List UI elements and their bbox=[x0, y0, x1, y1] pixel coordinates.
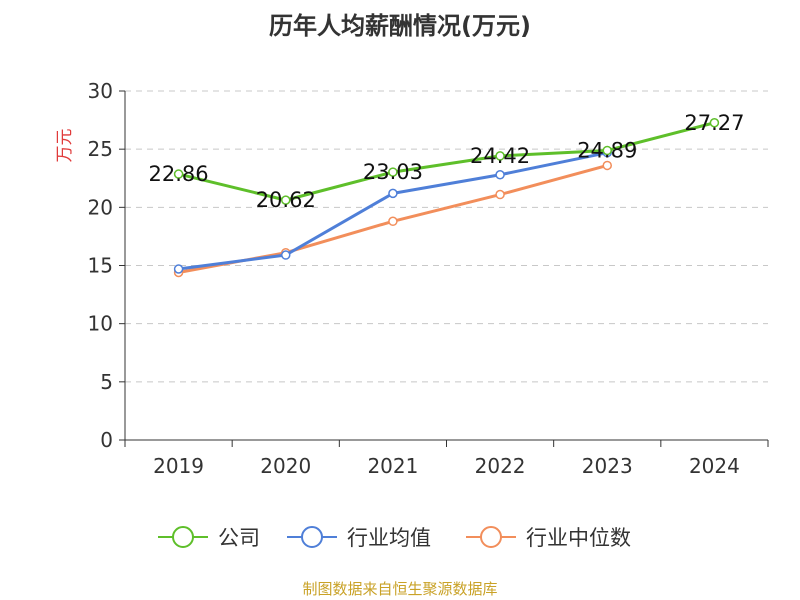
series bbox=[173, 118, 720, 278]
data-label: 24.89 bbox=[577, 138, 637, 162]
data-point bbox=[495, 151, 505, 161]
x-tick-label: 2023 bbox=[582, 454, 633, 478]
x-tick-label: 2022 bbox=[475, 454, 526, 478]
legend: 公司 行业均值 行业中位数 bbox=[158, 526, 631, 550]
data-point bbox=[173, 264, 184, 274]
data-point bbox=[388, 167, 398, 177]
data-label: 27.27 bbox=[684, 111, 744, 135]
x-tick-label: 2024 bbox=[689, 454, 740, 478]
legend-marker-2 bbox=[480, 526, 502, 548]
legend-label-2: 行业中位数 bbox=[526, 526, 631, 550]
x-tick-label: 2019 bbox=[153, 454, 204, 478]
axes: 0 5 10 15 20 25 30 万元 2019 2020 2021 2022 2023 2024 bbox=[55, 79, 769, 478]
legend-label-0: 公司 bbox=[218, 526, 260, 550]
data-point bbox=[388, 216, 398, 227]
y-tick-label: 5 bbox=[100, 370, 113, 394]
series-line-0 bbox=[178, 121, 715, 202]
data-point bbox=[495, 189, 505, 200]
data-label: 23.03 bbox=[363, 160, 423, 184]
y-tick-label: 25 bbox=[88, 137, 113, 161]
y-tick-label: 10 bbox=[88, 312, 113, 336]
data-point bbox=[281, 250, 291, 260]
data-point bbox=[602, 160, 612, 171]
legend-label-1: 行业均值 bbox=[347, 526, 431, 550]
y-tick-label: 15 bbox=[88, 254, 113, 278]
data-point bbox=[602, 145, 612, 156]
data-labels: 22.86 20.62 23.03 24.42 24.89 27.27 bbox=[149, 111, 745, 212]
data-label: 24.42 bbox=[470, 144, 530, 168]
data-point bbox=[388, 188, 398, 199]
x-tick-label: 2020 bbox=[260, 454, 311, 478]
y-tick-label: 0 bbox=[100, 428, 113, 452]
y-axis-title: 万元 bbox=[55, 129, 75, 163]
chart-title: 历年人均薪酬情况(万元) bbox=[269, 12, 531, 40]
data-label: 20.62 bbox=[256, 188, 316, 212]
data-point bbox=[281, 195, 291, 205]
legend-marker-1 bbox=[301, 526, 323, 548]
data-point bbox=[709, 118, 720, 128]
y-tick-label: 20 bbox=[88, 195, 113, 219]
y-tick-label: 30 bbox=[88, 79, 113, 103]
x-tick-label: 2021 bbox=[367, 454, 418, 478]
source-note: 制图数据来自恒生聚源数据库 bbox=[302, 580, 498, 598]
legend-marker-0 bbox=[172, 526, 194, 548]
data-label: 22.86 bbox=[149, 162, 209, 186]
data-point bbox=[495, 170, 505, 180]
data-point bbox=[173, 169, 184, 179]
